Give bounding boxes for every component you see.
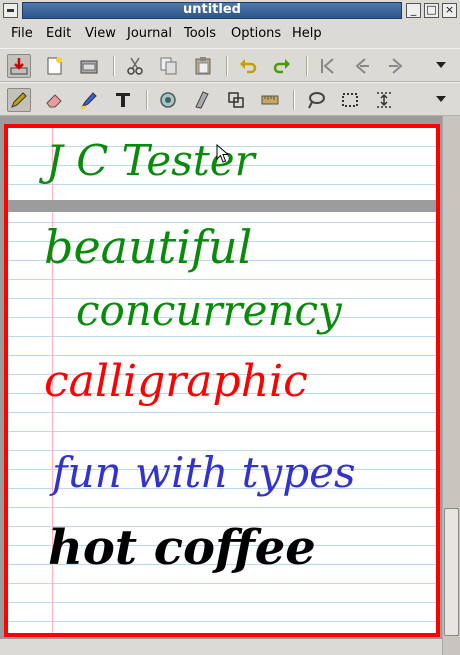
next-page-icon (389, 58, 403, 74)
toolbar-separator (113, 56, 115, 76)
eraser-tool-button[interactable] (42, 88, 66, 112)
close-icon: × (444, 3, 455, 16)
menu-options[interactable]: Options (231, 26, 282, 41)
cut-button[interactable] (123, 54, 147, 78)
ink-text-fun-with-types: fun with types (52, 448, 356, 497)
ink-text-concurrency: concurrency (76, 286, 342, 335)
menu-bar: File Edit View Journal Tools Options Hel… (0, 22, 460, 46)
ink-text-hot-coffee: hot coffee (48, 520, 316, 576)
pen-tool-button[interactable] (7, 88, 31, 112)
ink-text-calligraphic: calligraphic (44, 356, 308, 407)
ink-text-name: J C Tester (46, 136, 255, 185)
close-button[interactable]: × (442, 3, 457, 18)
rect-select-icon (342, 93, 358, 107)
open-icon (80, 60, 98, 74)
menu-edit[interactable]: Edit (46, 26, 72, 41)
page-separator (8, 200, 436, 212)
ruler-button[interactable] (190, 88, 214, 112)
eraser-icon (46, 94, 62, 108)
maximize-button[interactable]: □ (424, 3, 439, 18)
window-menu-button[interactable] (3, 3, 18, 18)
menu-tools[interactable]: Tools (184, 26, 217, 41)
highlighter-tool-button[interactable] (77, 88, 101, 112)
copy-icon (160, 57, 177, 75)
toolbar-separator (293, 90, 295, 110)
toolbar-separator (226, 56, 228, 76)
minimize-icon: _ (410, 3, 417, 16)
journal-page[interactable]: J C Tester beautiful concurrency calligr… (4, 124, 440, 637)
vertical-scrollbar[interactable] (442, 116, 460, 655)
minimize-button[interactable]: _ (406, 3, 421, 18)
text-tool-icon (116, 93, 130, 107)
select-region-icon (228, 92, 244, 108)
save-button[interactable] (7, 54, 31, 78)
lasso-button[interactable] (304, 88, 328, 112)
window-title: untitled (183, 2, 241, 17)
ink-text-beautiful: beautiful (44, 220, 253, 274)
new-button[interactable] (42, 54, 66, 78)
vertical-space-icon (377, 92, 391, 108)
journal-canvas[interactable]: J C Tester beautiful concurrency calligr… (0, 116, 460, 655)
cut-icon (127, 57, 143, 75)
paste-button[interactable] (191, 54, 215, 78)
text-tool-button[interactable] (111, 88, 135, 112)
first-page-button[interactable] (316, 54, 340, 78)
toolbar-overflow-arrow[interactable] (436, 96, 446, 102)
rect-select-button[interactable] (338, 88, 362, 112)
toolbar-separator (146, 90, 148, 110)
tools-toolbar (0, 82, 460, 116)
menu-help[interactable]: Help (292, 26, 322, 41)
menu-journal[interactable]: Journal (127, 26, 172, 41)
mouse-cursor-icon (216, 144, 230, 163)
open-button[interactable] (77, 54, 101, 78)
status-strip (0, 639, 442, 655)
undo-icon (240, 59, 257, 74)
toolbar-overflow-arrow[interactable] (436, 62, 446, 68)
paste-icon (195, 57, 211, 75)
highlighter-icon (80, 92, 97, 110)
lasso-icon (308, 92, 325, 109)
title-bar-background (22, 2, 402, 19)
next-page-button[interactable] (384, 54, 408, 78)
new-icon (47, 57, 62, 75)
select-region-button[interactable] (224, 88, 248, 112)
copy-button[interactable] (157, 54, 181, 78)
first-page-icon (321, 58, 334, 74)
scrollbar-thumb[interactable] (444, 508, 459, 636)
pen-icon (11, 92, 27, 108)
shape-recognizer-button[interactable] (156, 88, 180, 112)
select-rectangle-button[interactable] (258, 88, 282, 112)
previous-page-button[interactable] (350, 54, 374, 78)
menu-file[interactable]: File (11, 26, 33, 41)
select-rectangle-icon (261, 95, 279, 105)
menu-view[interactable]: View (85, 26, 116, 41)
undo-button[interactable] (236, 54, 260, 78)
save-icon (10, 58, 28, 75)
redo-button[interactable] (270, 54, 294, 78)
shape-recognizer-icon (160, 92, 176, 108)
maximize-icon: □ (426, 3, 437, 16)
vertical-space-button[interactable] (372, 88, 396, 112)
previous-page-icon (355, 58, 369, 74)
title-bar: untitled _ □ × (0, 0, 460, 22)
toolbar-separator (306, 56, 308, 76)
main-toolbar (0, 48, 460, 82)
redo-icon (273, 59, 290, 74)
ruler-icon (195, 91, 209, 109)
